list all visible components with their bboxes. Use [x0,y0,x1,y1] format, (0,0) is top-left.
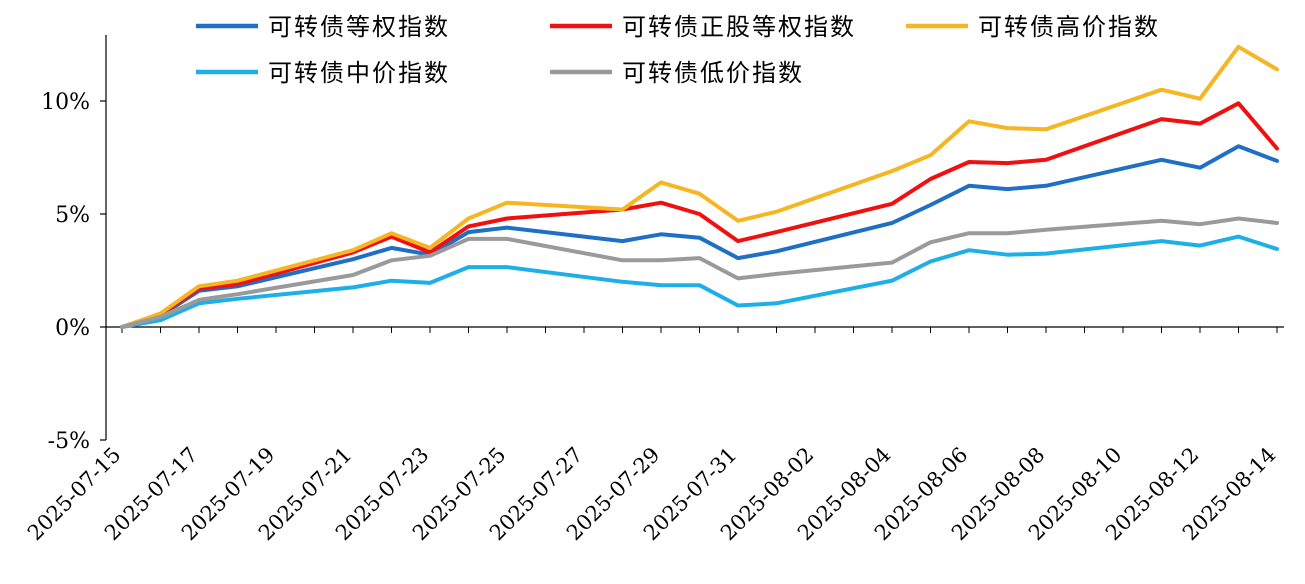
series-line-1 [120,144,1279,329]
series-line-2 [120,101,1279,329]
series-line-4 [120,234,1279,329]
legend-label: 可转债正股等权指数 [622,13,856,41]
series-layer [120,44,1279,329]
y-tick-label: 5% [55,203,90,228]
legend-label: 可转债高价指数 [978,13,1160,41]
series-line-5 [120,216,1279,329]
legend-label: 可转债中价指数 [268,59,450,87]
y-tick-label: 0% [55,316,90,341]
legend-label: 可转债低价指数 [622,59,804,87]
y-tick-label: 10% [41,90,90,115]
legend-label: 可转债等权指数 [268,13,450,41]
y-tick-label: -5% [48,429,90,454]
series-line-3 [120,44,1279,329]
